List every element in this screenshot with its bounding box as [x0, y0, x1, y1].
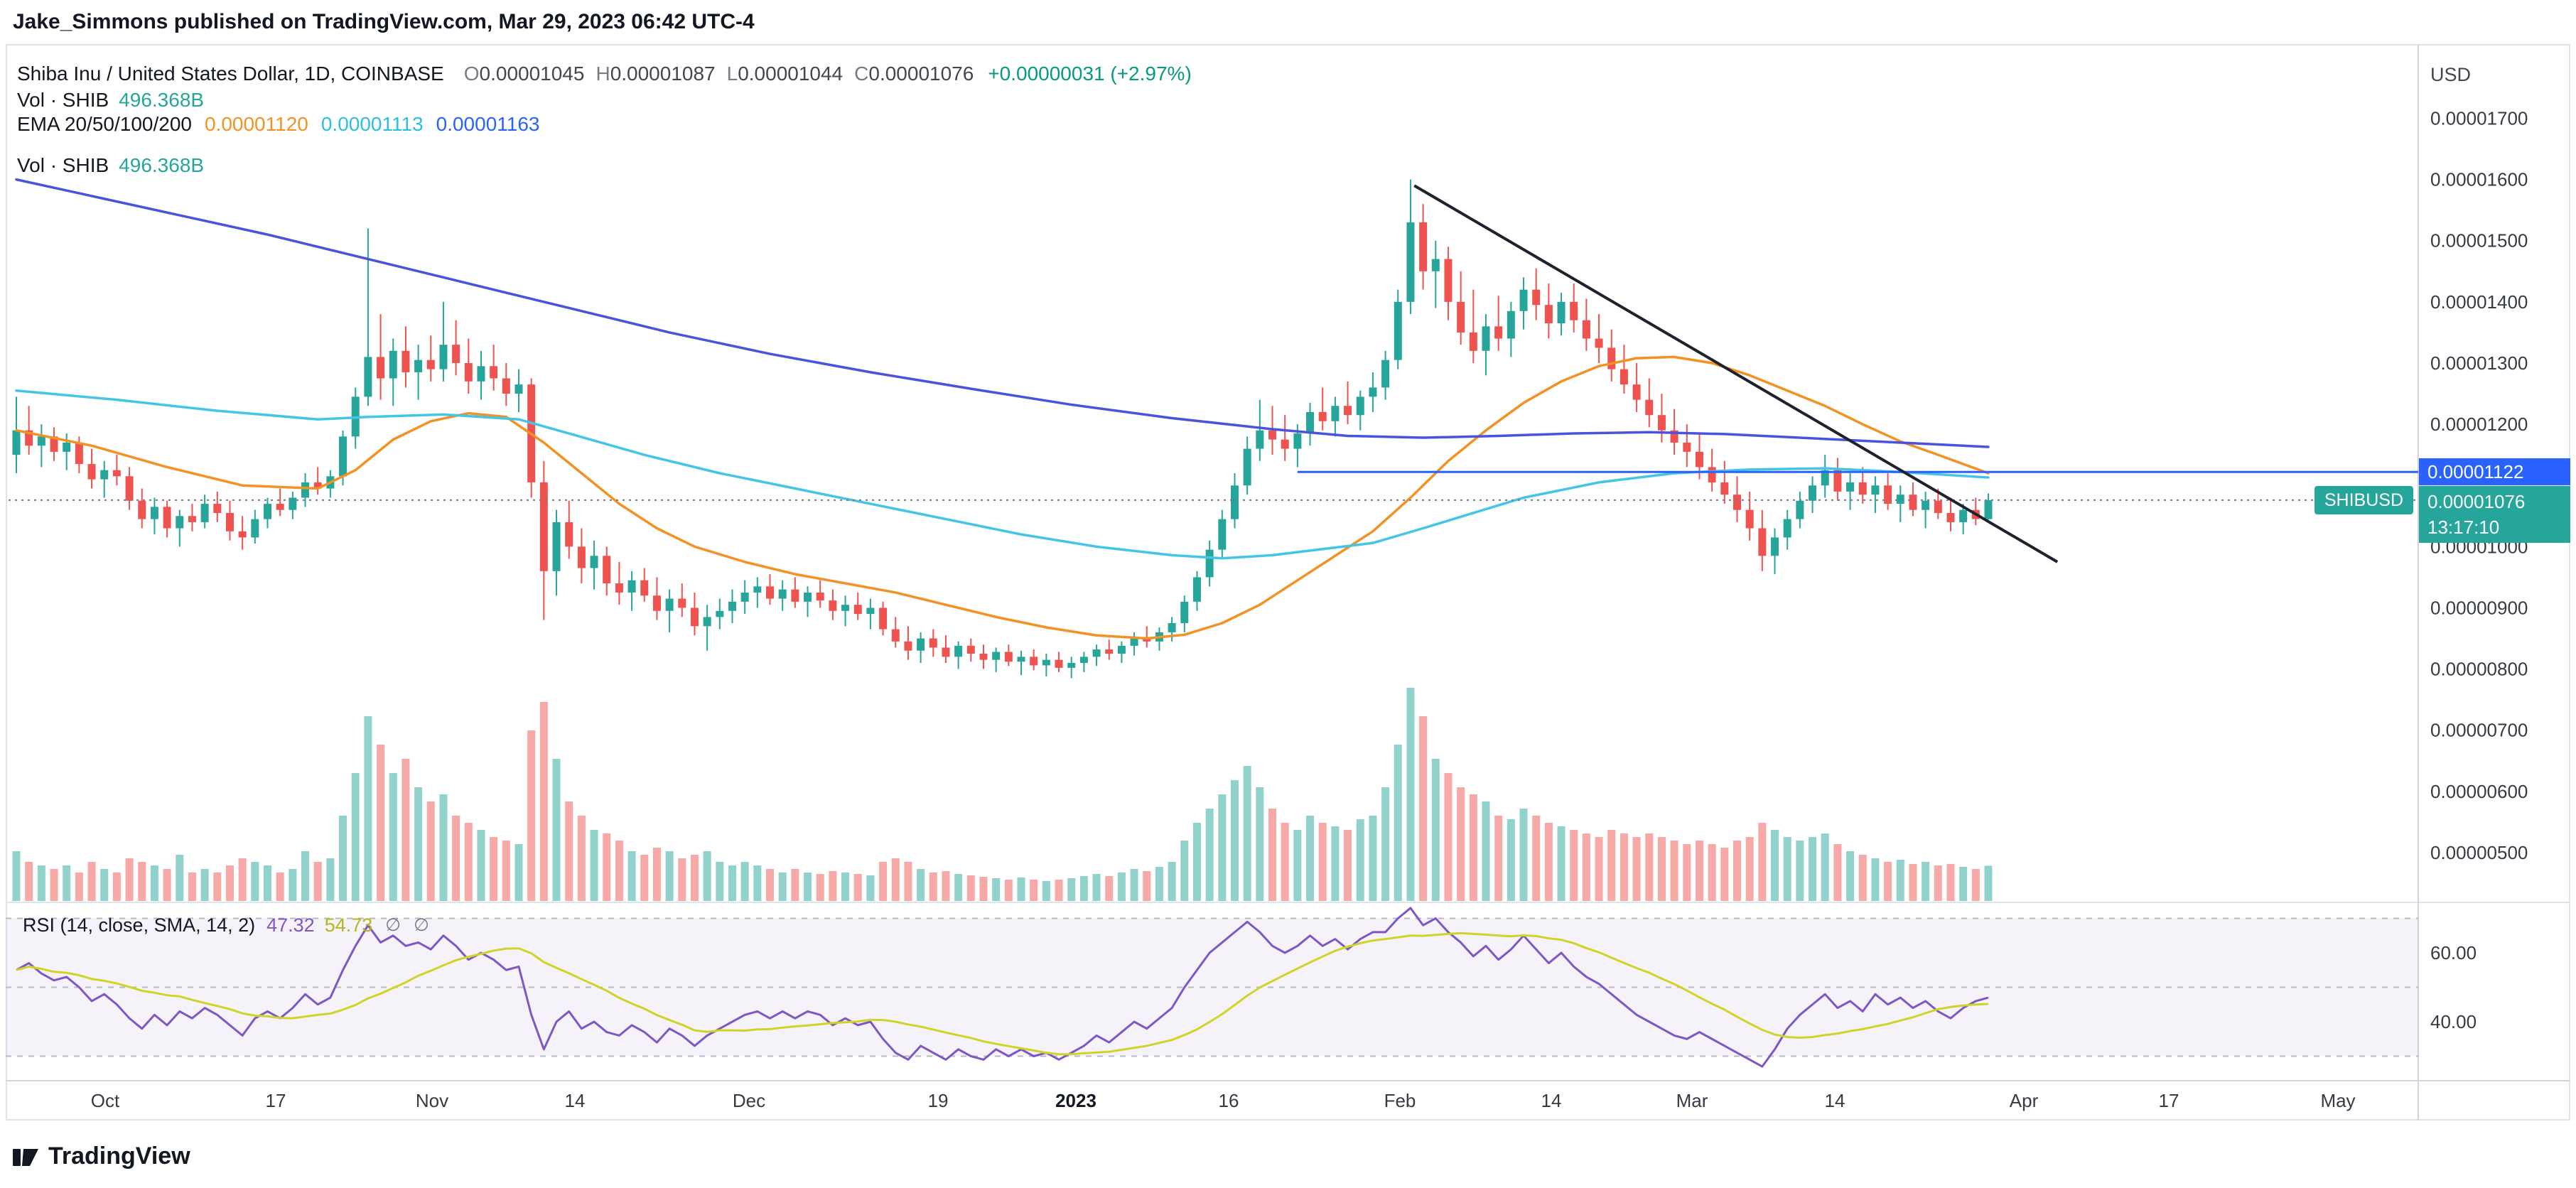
- svg-text:40.00: 40.00: [2430, 1011, 2477, 1032]
- volume-layer: [12, 688, 1993, 901]
- trendline[interactable]: [1413, 184, 2059, 563]
- last-price-badge: 0.00001076 13:17:10: [2419, 486, 2570, 543]
- ema-layer: [15, 178, 1990, 640]
- ema-fast-value: 0.00001120: [204, 113, 308, 135]
- volume-value-2: 496.368B: [119, 154, 205, 176]
- rsi-band: [6, 917, 2418, 1057]
- svg-text:0.00000800: 0.00000800: [2430, 659, 2528, 680]
- svg-text:0.00001200: 0.00001200: [2430, 414, 2528, 435]
- svg-text:17: 17: [2159, 1090, 2179, 1111]
- svg-text:14: 14: [565, 1090, 586, 1111]
- price-level-value: 0.00001122: [2427, 460, 2524, 482]
- svg-text:17: 17: [266, 1090, 286, 1111]
- svg-text:Dec: Dec: [733, 1090, 765, 1111]
- symbol-title: Shiba Inu / United States Dollar, 1D, CO…: [17, 63, 444, 85]
- rsi-layer: [16, 907, 1989, 1068]
- svg-text:0.00001300: 0.00001300: [2430, 352, 2528, 374]
- ohlc-close: C0.00001076: [854, 63, 974, 85]
- svg-text:0.00000600: 0.00000600: [2430, 781, 2528, 802]
- svg-text:0.00000500: 0.00000500: [2430, 842, 2528, 863]
- svg-text:Nov: Nov: [416, 1090, 448, 1111]
- price-level-badge: 0.00001122: [2419, 458, 2570, 485]
- bar-countdown: 13:17:10: [2427, 516, 2500, 538]
- volume-value: 496.368B: [119, 89, 205, 111]
- rsi-legend-row[interactable]: RSI (14, close, SMA, 14, 2) 47.32 54.73 …: [23, 913, 429, 937]
- rsi-hidden-band-icon: ∅: [385, 915, 402, 935]
- svg-text:60.00: 60.00: [2430, 942, 2477, 963]
- last-price-value: 0.00001076: [2427, 490, 2526, 512]
- svg-text:14: 14: [1825, 1090, 1845, 1111]
- symbol-tag-text: SHIBUSD: [2324, 490, 2403, 510]
- svg-text:0.00001600: 0.00001600: [2430, 169, 2528, 190]
- svg-text:14: 14: [1541, 1090, 1562, 1111]
- ema-legend-row[interactable]: EMA 20/50/100/200 0.00001120 0.00001113 …: [17, 112, 1192, 136]
- ohlc-low: L0.00001044: [726, 63, 844, 85]
- currency-label[interactable]: USD: [2430, 64, 2472, 85]
- ema-label: EMA 20/50/100/200: [17, 113, 192, 135]
- volume-legend-row-2[interactable]: Vol · SHIB 496.368B: [17, 153, 1192, 178]
- price-change: +0.00000031 (+2.97%): [988, 63, 1192, 85]
- svg-text:Apr: Apr: [2010, 1090, 2039, 1111]
- svg-text:2023: 2023: [1055, 1090, 1096, 1111]
- svg-text:Oct: Oct: [91, 1090, 120, 1111]
- svg-text:19: 19: [928, 1090, 949, 1111]
- ema-mid-value: 0.00001113: [320, 113, 424, 135]
- publish-caption: Jake_Simmons published on TradingView.co…: [13, 10, 755, 33]
- volume-label-2: Vol · SHIB: [17, 154, 109, 176]
- svg-text:0.00000900: 0.00000900: [2430, 597, 2528, 618]
- ohlc-open: O0.00001045: [463, 63, 585, 85]
- symbol-legend-row[interactable]: Shiba Inu / United States Dollar, 1D, CO…: [17, 62, 1192, 86]
- rsi-hidden-band-icon-2: ∅: [414, 915, 429, 935]
- rsi-ma-value: 54.73: [324, 914, 373, 936]
- ohlc-high: H0.00001087: [596, 63, 716, 85]
- rsi-label: RSI (14, close, SMA, 14, 2): [23, 914, 256, 936]
- svg-text:Feb: Feb: [1384, 1090, 1416, 1111]
- footer: TradingView: [0, 1131, 190, 1181]
- svg-text:Mar: Mar: [1676, 1090, 1708, 1111]
- ema-slow-value: 0.00001163: [436, 113, 540, 135]
- svg-text:0.00000700: 0.00000700: [2430, 720, 2528, 741]
- svg-text:May: May: [2320, 1090, 2355, 1111]
- volume-label: Vol · SHIB: [17, 89, 109, 111]
- publish-header: Jake_Simmons published on TradingView.co…: [0, 0, 2576, 44]
- svg-text:0.00001700: 0.00001700: [2430, 108, 2528, 129]
- candlestick-chart[interactable]: 0.00001700 0.00001600 0.00001500 0.00001400…: [6, 44, 2570, 1120]
- tradingview-brand[interactable]: TradingView: [48, 1142, 190, 1170]
- symbol-price-tag: SHIBUSD: [2314, 486, 2413, 514]
- tradingview-logo-icon[interactable]: [11, 1142, 40, 1170]
- chart-widget: 0.00001700 0.00001600 0.00001500 0.00001400…: [6, 44, 2570, 1120]
- chart-legend: Shiba Inu / United States Dollar, 1D, CO…: [17, 62, 1192, 178]
- price-axis-labels[interactable]: 0.00001700 0.00001600 0.00001500 0.00001400…: [2430, 108, 2528, 1033]
- volume-legend-row[interactable]: Vol · SHIB 496.368B: [17, 88, 1192, 112]
- svg-text:0.00001400: 0.00001400: [2430, 291, 2528, 313]
- svg-text:16: 16: [1219, 1090, 1239, 1111]
- chart-frame: [6, 44, 2570, 1120]
- time-axis-labels[interactable]: Oct 17 Nov 14 Dec 19 2023 16 Feb 14 Mar 14 Apr 17 May: [91, 1090, 2356, 1111]
- svg-text:0.00001500: 0.00001500: [2430, 230, 2528, 252]
- candles-layer[interactable]: [12, 179, 1993, 679]
- rsi-value: 47.32: [266, 914, 315, 936]
